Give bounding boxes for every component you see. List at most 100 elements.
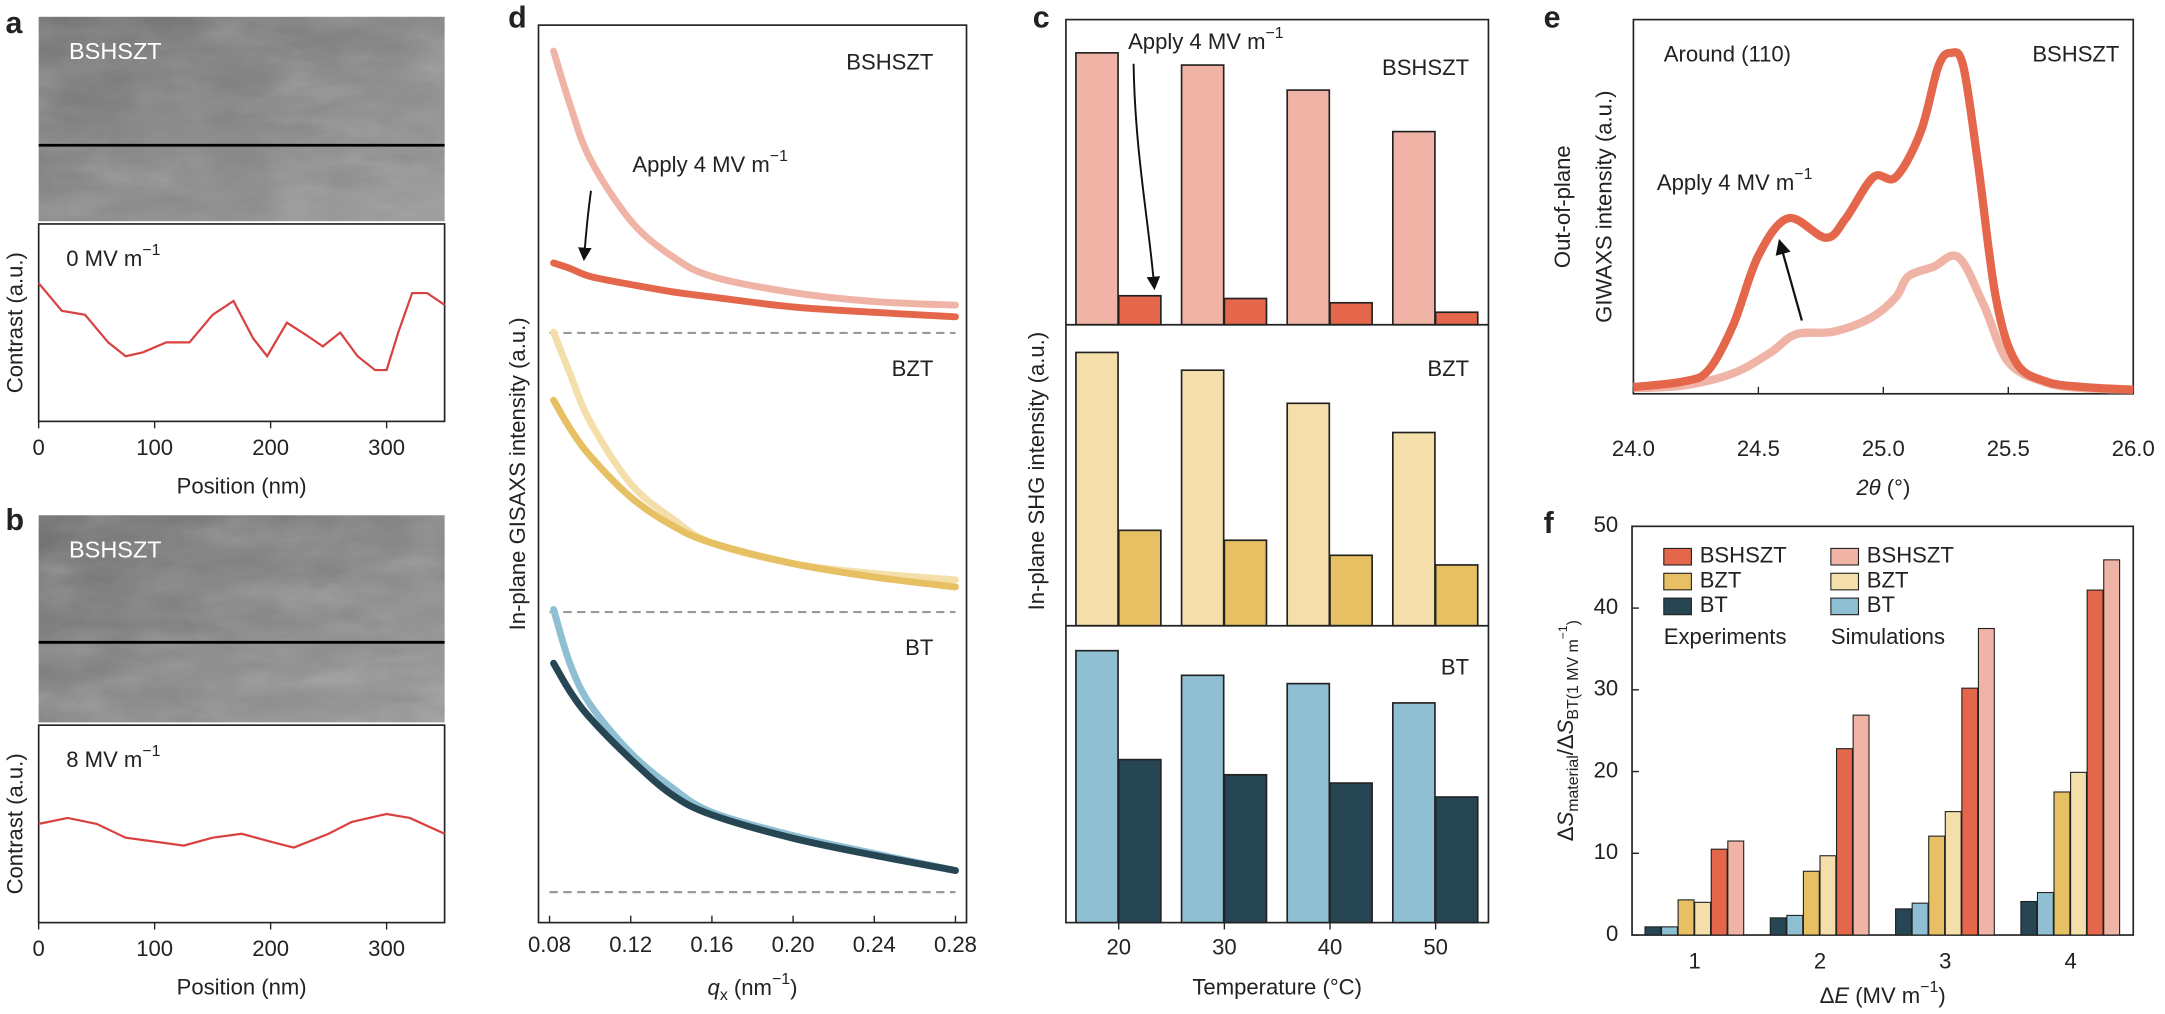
- y-tick-label: 50: [1594, 512, 1619, 537]
- text-part: −1: [770, 148, 788, 165]
- annotation: Apply 4 MV m−1: [1657, 165, 1813, 194]
- text-part: −1: [772, 970, 790, 987]
- x-tick-label: 25.0: [1862, 436, 1905, 461]
- text-part: ): [1565, 620, 1582, 625]
- bar: [1223, 773, 1268, 924]
- x-axis-label: Position (nm): [177, 975, 307, 1000]
- image-label: BSHSZT: [69, 536, 162, 562]
- x-tick-label: 1: [1689, 948, 1701, 973]
- curve: [550, 396, 959, 591]
- x-tick-label: 2: [1814, 948, 1826, 973]
- legend-group-title: Experiments: [1664, 624, 1787, 649]
- text-part: material: [1565, 755, 1582, 812]
- arrow: [578, 190, 592, 262]
- curve: [550, 259, 959, 321]
- y-axis-label: Out-of-plane: [1550, 145, 1575, 268]
- bar: [1180, 369, 1225, 627]
- legend-label: BSHSZT: [1867, 543, 1954, 568]
- x-axis-label: ΔE (MV m−1): [1820, 979, 1946, 1008]
- legend-swatch: [1663, 572, 1692, 591]
- bar: [1117, 758, 1162, 924]
- bar: [1286, 89, 1331, 326]
- x-tick-label: 300: [368, 936, 405, 961]
- y-tick-label: 20: [1594, 757, 1619, 782]
- bar: [1075, 351, 1119, 627]
- bar: [1911, 902, 1929, 936]
- bar: [1852, 714, 1870, 936]
- legend-swatch: [1663, 547, 1692, 566]
- bar: [1117, 294, 1162, 326]
- bar: [1180, 674, 1225, 924]
- bar: [2086, 589, 2104, 936]
- x-tick-label: 300: [368, 435, 405, 460]
- annotation: 8 MV m−1: [66, 743, 160, 772]
- bar: [1075, 649, 1119, 924]
- x-axis-label: Temperature (°C): [1192, 975, 1362, 1000]
- curve: [1632, 48, 2134, 394]
- x-tick-label: 100: [136, 936, 173, 961]
- x-axis-label: qx (nm−1): [708, 970, 798, 1004]
- y-axis-label: In-plane GISAXS intensity (a.u.): [505, 317, 530, 630]
- text-part: S: [1553, 719, 1578, 734]
- group-label: BZT: [892, 356, 934, 381]
- annotation: 0 MV m−1: [66, 241, 160, 270]
- image-label: BSHSZT: [69, 38, 162, 64]
- x-axis-label: Position (nm): [177, 473, 307, 498]
- text-part: (°): [1881, 475, 1911, 500]
- text-part: Apply 4 MV m: [632, 152, 769, 177]
- bar: [1434, 311, 1479, 326]
- bar: [1180, 64, 1225, 326]
- profile-line: [38, 812, 446, 849]
- x-tick-label: 24.5: [1737, 436, 1780, 461]
- y-tick-label: 40: [1594, 594, 1619, 619]
- text-part: −1: [1265, 25, 1283, 42]
- plot-frame: [37, 223, 446, 423]
- x-tick-label: 24.0: [1612, 436, 1655, 461]
- x-tick-label: 0.24: [853, 932, 896, 957]
- panel-letter: a: [6, 7, 24, 40]
- bar: [1391, 431, 1436, 627]
- panel-letter: f: [1544, 507, 1555, 540]
- bar: [2070, 771, 2088, 936]
- legend-swatch: [1830, 597, 1860, 616]
- text-part: q: [708, 975, 721, 1000]
- bar: [1117, 529, 1162, 627]
- x-tick-label: 3: [1939, 948, 1951, 973]
- x-tick-label: 0.28: [934, 932, 977, 957]
- micrograph-texture: [38, 515, 445, 723]
- text-part: −1: [1794, 165, 1812, 182]
- text-part: ): [1938, 983, 1945, 1008]
- text-part: Apply 4 MV m: [1128, 29, 1265, 54]
- x-tick-label: 50: [1423, 935, 1448, 960]
- profile-line: [37, 282, 446, 372]
- x-tick-label: 0.20: [772, 932, 815, 957]
- text-part: 2θ: [1855, 475, 1880, 500]
- legend-swatch: [1830, 572, 1860, 591]
- text-part: (MV m: [1849, 983, 1920, 1008]
- legend-swatch: [1663, 597, 1692, 616]
- bar: [1836, 748, 1853, 936]
- micrograph-texture: [38, 16, 445, 222]
- bar: [1928, 835, 1946, 936]
- y-tick-label: 10: [1594, 839, 1619, 864]
- text-part: /Δ: [1553, 734, 1578, 755]
- legend-label: BSHSZT: [1700, 543, 1787, 568]
- bar: [2053, 791, 2071, 936]
- x-tick-label: 40: [1318, 935, 1343, 960]
- y-axis-label: In-plane SHG intensity (a.u.): [1024, 332, 1049, 611]
- x-axis-label: 2θ (°): [1855, 475, 1910, 500]
- bar: [1391, 130, 1436, 326]
- text-part: 8 MV m: [66, 747, 142, 772]
- bar: [1694, 901, 1712, 936]
- panel-letter: d: [508, 2, 527, 35]
- group-label: BSHSZT: [1382, 55, 1469, 80]
- bar: [2020, 900, 2038, 936]
- y-axis-label: Contrast (a.u.): [2, 252, 27, 393]
- bar: [2036, 891, 2054, 936]
- x-tick-label: 0.12: [609, 932, 652, 957]
- bar: [1286, 682, 1331, 924]
- text-part: (nm: [728, 975, 772, 1000]
- annotation: Apply 4 MV m−1: [632, 148, 788, 177]
